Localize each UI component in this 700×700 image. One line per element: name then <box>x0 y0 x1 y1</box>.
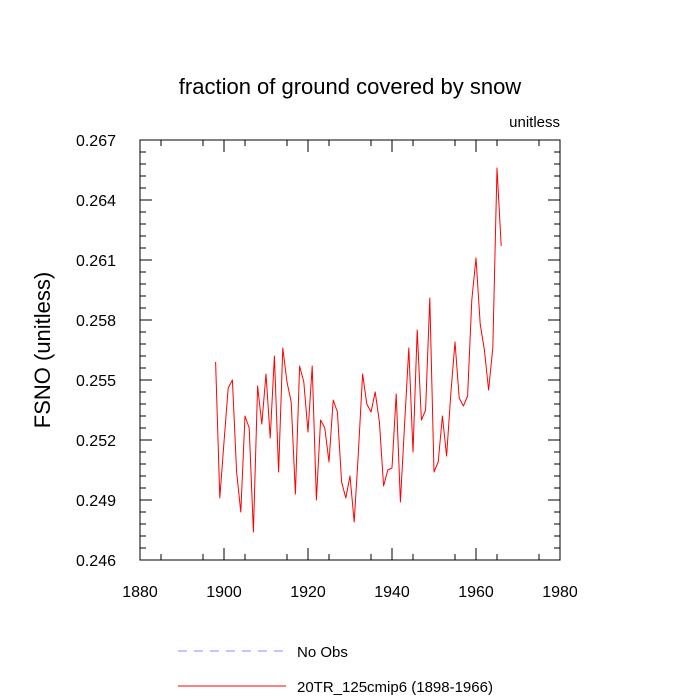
y-tick-label: 0.249 <box>76 493 116 510</box>
y-axis-label: FSNO (unitless) <box>30 272 55 428</box>
y-tick-label: 0.264 <box>76 193 116 210</box>
x-tick-label: 1960 <box>458 584 494 601</box>
series-line-1 <box>215 167 502 533</box>
plot-area <box>215 167 502 533</box>
y-tick-label: 0.261 <box>76 253 116 270</box>
y-tick-label: 0.252 <box>76 433 116 450</box>
legend-label-no-obs: No Obs <box>297 644 348 661</box>
x-tick-label: 1920 <box>290 584 326 601</box>
units-label: unitless <box>509 114 560 131</box>
x-tick-label: 1900 <box>206 584 242 601</box>
legend: No Obs 20TR_125cmip6 (1898-1966) <box>178 644 493 696</box>
legend-label-20tr: 20TR_125cmip6 (1898-1966) <box>297 679 493 696</box>
y-tick-label: 0.255 <box>76 373 116 390</box>
x-tick-label: 1940 <box>374 584 410 601</box>
axis-ticks: 1880 1900 1920 1940 1960 1980 0.246 0.249 0.252 0… <box>76 133 578 601</box>
x-tick-label: 1880 <box>122 584 158 601</box>
y-tick-label: 0.258 <box>76 313 116 330</box>
chart-title: fraction of ground covered by snow <box>179 74 522 99</box>
plot-frame <box>139 139 561 561</box>
y-tick-label: 0.246 <box>76 553 116 570</box>
x-tick-label: 1980 <box>542 584 578 601</box>
y-tick-label: 0.267 <box>76 133 116 150</box>
